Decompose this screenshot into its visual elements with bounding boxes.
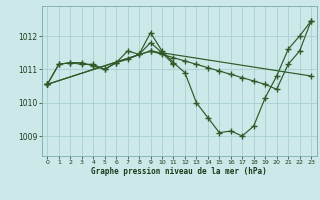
X-axis label: Graphe pression niveau de la mer (hPa): Graphe pression niveau de la mer (hPa) — [91, 167, 267, 176]
